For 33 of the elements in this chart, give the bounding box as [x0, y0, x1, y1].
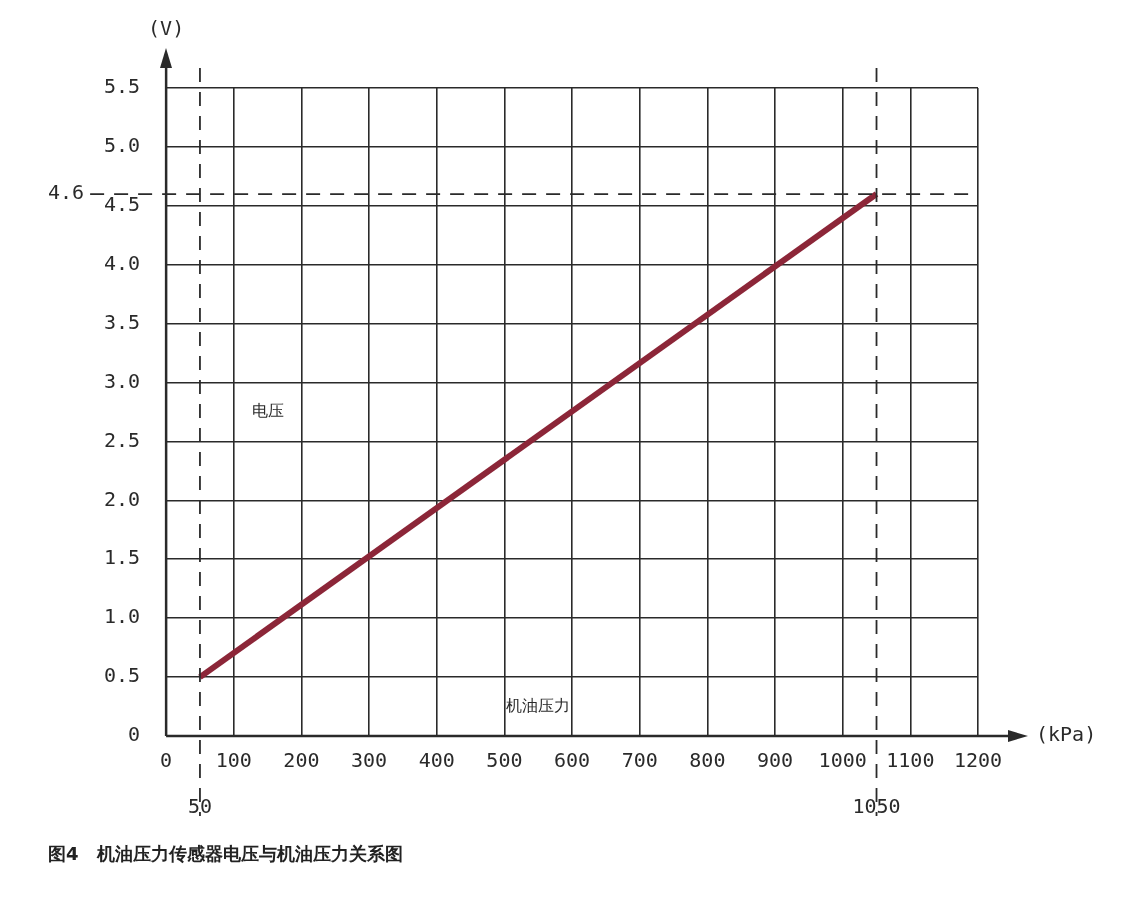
x-tick-label: 200 — [283, 748, 320, 773]
y-tick-label: 1.5 — [104, 545, 141, 570]
y-tick-label: 5.5 — [104, 74, 141, 99]
x-tick-label: 0 — [160, 748, 173, 773]
y-tick-label: 2.0 — [104, 486, 141, 511]
y-tick-label: 4.0 — [104, 250, 141, 275]
ref-line-label: 50 — [187, 794, 212, 819]
y-axis-title: 电压 — [251, 401, 284, 421]
x-tick-label: 800 — [689, 748, 726, 773]
y-tick-label: 1.0 — [104, 604, 141, 629]
y-tick-label: 3.0 — [104, 368, 141, 393]
y-tick-label: 0 — [128, 722, 141, 747]
x-axis-title: 机油压力 — [506, 695, 571, 715]
text: (V) — [148, 16, 185, 41]
caption: 图4 机油压力传感器电压与机油压力关系图 — [48, 842, 404, 866]
text: (kPa) — [1036, 722, 1097, 747]
y-tick-label: 5.0 — [104, 133, 141, 158]
y-tick-label: 4.5 — [104, 192, 141, 217]
x-tick-label: 400 — [418, 748, 455, 773]
x-tick-label: 1100 — [886, 748, 935, 773]
x-tick-label: 700 — [621, 748, 658, 773]
y-tick-label: 0.5 — [104, 663, 141, 688]
x-tick-label: 600 — [554, 748, 591, 773]
x-tick-label: 300 — [351, 748, 388, 773]
ref-line-label: 1050 — [852, 794, 901, 819]
x-tick-label: 1200 — [953, 748, 1003, 773]
ref-line-label: 4.6 — [48, 180, 85, 205]
x-tick-label: 500 — [486, 748, 523, 773]
x-tick-label: 1000 — [818, 748, 867, 773]
x-tick-label: 100 — [215, 748, 252, 773]
y-tick-label: 2.5 — [104, 427, 141, 452]
x-tick-label: 900 — [756, 748, 794, 773]
y-tick-label: 3.5 — [104, 309, 141, 334]
